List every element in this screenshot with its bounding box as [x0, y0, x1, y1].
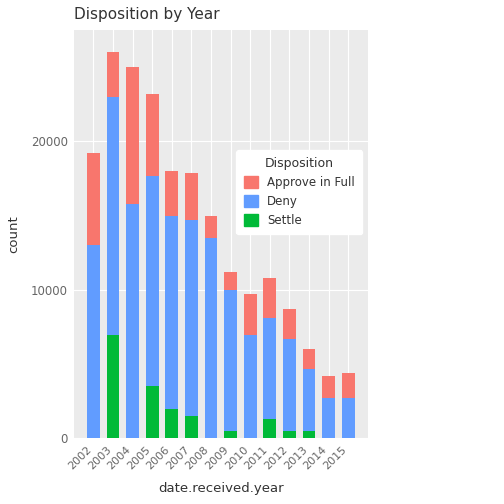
Bar [205, 216, 217, 238]
Bar [165, 171, 178, 216]
Bar [283, 431, 296, 438]
Bar [126, 204, 139, 438]
Bar [244, 294, 257, 335]
Bar [106, 97, 119, 335]
Bar [322, 398, 335, 438]
Bar [264, 419, 276, 438]
Bar [244, 335, 257, 438]
Bar [146, 175, 159, 387]
Legend: Approve in Full, Deny, Settle: Approve in Full, Deny, Settle [236, 150, 362, 234]
Bar [106, 335, 119, 438]
Bar [126, 67, 139, 204]
Bar [185, 416, 198, 438]
Bar [264, 278, 276, 318]
Bar [165, 216, 178, 409]
Bar [342, 373, 354, 398]
Bar [146, 94, 159, 175]
Bar [224, 431, 237, 438]
Y-axis label: count: count [7, 215, 20, 253]
Bar [302, 431, 316, 438]
Bar [106, 52, 119, 97]
Bar [302, 349, 316, 369]
Bar [87, 153, 100, 245]
Bar [185, 220, 198, 416]
X-axis label: date.received.year: date.received.year [158, 482, 284, 495]
Bar [283, 339, 296, 431]
Bar [302, 369, 316, 431]
Bar [185, 173, 198, 220]
Text: Disposition by Year: Disposition by Year [74, 7, 219, 22]
Bar [342, 398, 354, 438]
Bar [205, 238, 217, 438]
Bar [322, 376, 335, 398]
Bar [224, 290, 237, 431]
Bar [146, 387, 159, 438]
Bar [87, 245, 100, 438]
Bar [264, 318, 276, 419]
Bar [224, 272, 237, 290]
Bar [283, 309, 296, 339]
Bar [165, 409, 178, 438]
